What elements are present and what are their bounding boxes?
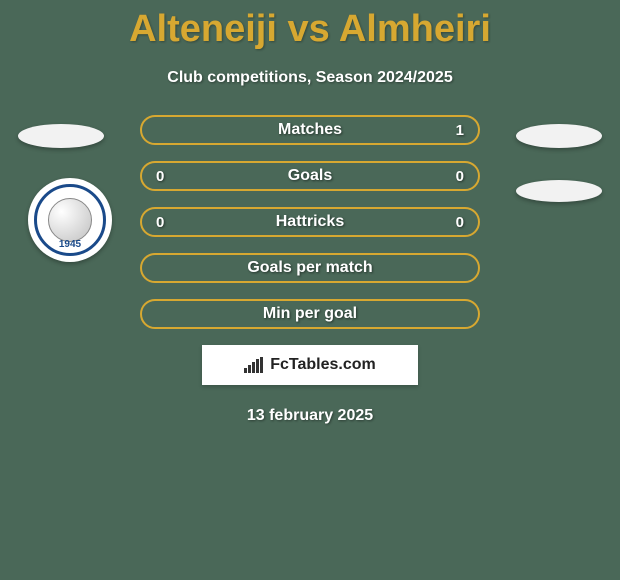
stat-right-value: 0 — [456, 168, 464, 185]
club-right-placeholder — [516, 180, 602, 202]
stat-matches: Matches 1 — [140, 115, 480, 145]
stat-label: Min per goal — [263, 305, 357, 323]
stat-goals-per-match: Goals per match — [140, 253, 480, 283]
footer-brand-box: FcTables.com — [202, 345, 418, 385]
badge-inner-ring: 1945 — [34, 184, 106, 256]
stat-left-value: 0 — [156, 214, 164, 231]
stat-left-value: 0 — [156, 168, 164, 185]
stat-label: Hattricks — [276, 213, 344, 231]
stat-label: Goals — [288, 167, 332, 185]
club-badge-left: 1945 — [28, 178, 112, 262]
player-left-placeholder — [18, 124, 104, 148]
stat-right-value: 0 — [456, 214, 464, 231]
stat-label: Goals per match — [247, 259, 372, 277]
page-title: Alteneiji vs Almheiri — [0, 0, 620, 51]
player-right-placeholder — [516, 124, 602, 148]
stat-label: Matches — [278, 121, 342, 139]
stat-hattricks: 0 Hattricks 0 — [140, 207, 480, 237]
stat-min-per-goal: Min per goal — [140, 299, 480, 329]
badge-year: 1945 — [59, 239, 81, 250]
date-text: 13 february 2025 — [0, 407, 620, 425]
stat-goals: 0 Goals 0 — [140, 161, 480, 191]
footer-brand-text: FcTables.com — [270, 356, 376, 374]
subtitle: Club competitions, Season 2024/2025 — [0, 69, 620, 87]
football-icon — [48, 198, 92, 242]
bar-chart-icon — [244, 357, 264, 373]
stat-right-value: 1 — [456, 122, 464, 139]
